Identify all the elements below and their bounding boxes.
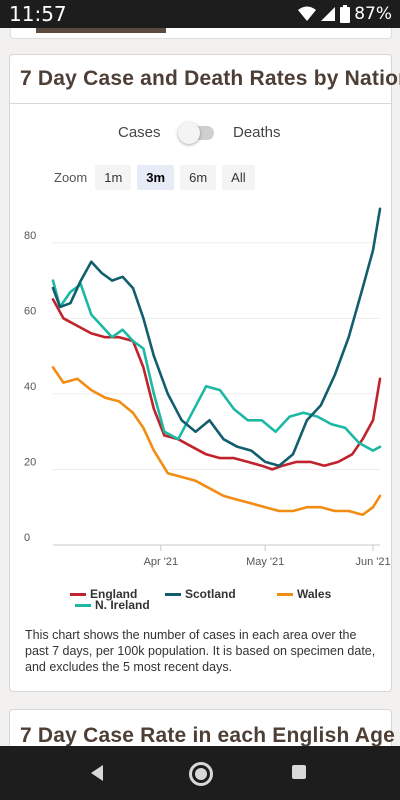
zoom-1m-button[interactable]: 1m — [95, 164, 132, 190]
legend-swatch-scotland — [165, 592, 181, 596]
zoom-label: Zoom — [54, 169, 88, 185]
battery-icon — [340, 5, 351, 23]
legend-item-wales[interactable]: Wales — [277, 587, 331, 601]
android-nav-bar — [0, 746, 400, 800]
chart-description: This chart shows the number of cases in … — [25, 628, 376, 674]
y-tick-label: 80 — [24, 230, 36, 242]
wifi-icon — [298, 6, 317, 21]
series-line-n-ireland — [51, 279, 382, 452]
toggle-label-deaths: Deaths — [233, 124, 281, 141]
legend-label-n-ireland: N. Ireland — [95, 598, 150, 612]
legend-label-scotland: Scotland — [185, 587, 236, 601]
chart-legend: England Scotland Wales N. Ireland — [70, 587, 370, 621]
cases-deaths-switch[interactable] — [178, 122, 216, 144]
legend-swatch-n-ireland — [75, 603, 91, 607]
chart-card: 7 Day Case and Death Rates by Nation Cas… — [9, 54, 400, 692]
back-icon[interactable] — [91, 765, 103, 781]
zoom-controls: Zoom 1m 3m 6m All — [54, 164, 261, 190]
card-title: 7 Day Case and Death Rates by Nation — [20, 67, 400, 90]
x-tick-label: Jun '21 — [355, 556, 390, 568]
x-tick-label: Apr '21 — [144, 556, 179, 568]
zoom-6m-button[interactable]: 6m — [180, 164, 217, 190]
series-line-england — [51, 298, 382, 471]
legend-swatch-england — [70, 592, 86, 596]
signal-icon — [321, 7, 336, 21]
legend-label-wales: Wales — [297, 587, 332, 601]
legend-item-england[interactable]: England — [70, 587, 137, 601]
status-bar: 11:57 87% — [0, 0, 400, 28]
legend-item-scotland[interactable]: Scotland — [165, 587, 236, 601]
zoom-all-button[interactable]: All — [222, 164, 255, 190]
zoom-3m-button[interactable]: 3m — [137, 164, 175, 190]
y-tick-label: 20 — [24, 456, 36, 468]
toggle-label-cases: Cases — [118, 124, 161, 141]
y-tick-label: 0 — [24, 532, 30, 544]
title-divider — [10, 103, 391, 104]
status-time: 11:57 — [9, 2, 67, 26]
legend-label-england: England — [90, 587, 138, 601]
status-icons: 87% — [298, 4, 392, 24]
legend-swatch-wales — [277, 592, 293, 596]
next-card-title: 7 Day Case Rate in each English Age — [20, 724, 396, 747]
y-tick-label: 60 — [24, 305, 36, 317]
cases-deaths-toggle-row: Cases Deaths — [10, 122, 391, 146]
previous-card-scroll-bar — [36, 28, 166, 33]
legend-item-n-ireland[interactable]: N. Ireland — [75, 598, 150, 612]
series-line-wales — [51, 366, 382, 517]
switch-knob — [178, 122, 200, 144]
battery-percent: 87% — [354, 4, 392, 24]
previous-card — [10, 28, 392, 39]
series-line-scotland — [51, 207, 382, 467]
x-tick-label: May '21 — [246, 556, 284, 568]
y-tick-label: 40 — [24, 381, 36, 393]
home-icon[interactable] — [189, 762, 213, 786]
recent-apps-icon[interactable] — [292, 765, 306, 779]
line-chart: 0 20 40 60 80 Apr '21 May '21 Jun '21 — [24, 207, 391, 568]
